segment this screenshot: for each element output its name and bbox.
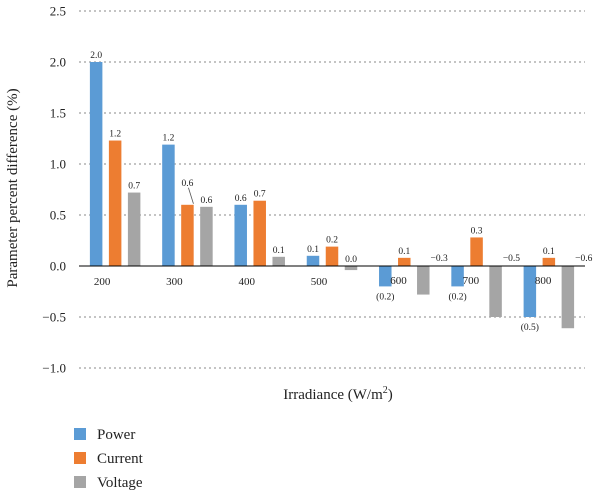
legend-label-power: Power — [97, 427, 135, 443]
bars — [89, 62, 575, 329]
y-tick-label: 1.5 — [50, 106, 66, 121]
bar-power — [523, 266, 537, 317]
bar-power — [379, 266, 392, 287]
label-leader — [188, 187, 194, 204]
x-category-label: 400 — [238, 276, 255, 288]
y-axis-ticks: 2.5 2.0 1.5 1.0 0.5 0.0 −0.5 −1.0 — [42, 4, 66, 376]
data-label: 0.2 — [326, 236, 338, 246]
data-label: 2.0 — [90, 51, 102, 61]
data-label: (0.5) — [521, 322, 539, 333]
bar-current — [470, 237, 483, 266]
bar-current — [542, 257, 556, 266]
x-axis-title-main: Irradiance (W/m — [283, 387, 383, 403]
data-label: 1.2 — [109, 130, 121, 140]
y-tick-label: 2.5 — [50, 4, 66, 19]
data-label: 0.6 — [200, 196, 212, 206]
bar-voltage — [561, 266, 575, 329]
bar-power — [89, 62, 103, 266]
legend-label-voltage: Voltage — [97, 475, 143, 491]
data-label: (0.2) — [448, 291, 466, 302]
y-tick-label: 0.0 — [50, 259, 66, 274]
bar-voltage — [489, 266, 502, 317]
data-label: −0.3 — [431, 254, 448, 264]
y-tick-label: 2.0 — [50, 55, 66, 70]
legend-swatch-voltage — [74, 476, 86, 488]
y-tick-label: −1.0 — [42, 361, 66, 376]
data-label: 0.0 — [345, 255, 357, 265]
bar-voltage — [200, 206, 213, 266]
data-label: 0.1 — [398, 247, 410, 257]
x-category-label: 200 — [94, 276, 111, 288]
data-label: 0.6 — [235, 194, 247, 204]
data-label: 0.6 — [181, 179, 193, 189]
x-axis-title: Irradiance (W/m2) — [283, 385, 393, 403]
y-axis-title: Parameter percent difference (%) — [5, 88, 21, 287]
data-label: −0.6 — [575, 254, 592, 264]
x-axis-categories: 200 300 400 500 600 700 800 — [94, 275, 552, 288]
legend: Power Current Voltage — [74, 427, 144, 491]
bar-current — [108, 140, 122, 266]
x-axis-title-superscript: 2 — [383, 385, 388, 396]
x-axis-title-end: ) — [388, 387, 393, 403]
bar-power — [234, 204, 247, 266]
grid-lines — [79, 10, 585, 369]
bar-voltage — [127, 192, 141, 266]
data-label: −0.5 — [503, 254, 520, 264]
data-label: 0.1 — [543, 247, 555, 257]
bar-voltage — [417, 266, 430, 295]
x-category-label: 600 — [390, 275, 407, 287]
data-label: 0.7 — [254, 190, 266, 200]
x-category-label: 800 — [535, 275, 552, 287]
bar-current — [253, 200, 266, 266]
data-label: 0.1 — [307, 245, 319, 255]
y-tick-label: −0.5 — [42, 310, 66, 325]
bar-current — [398, 257, 411, 266]
data-label: 1.2 — [162, 134, 174, 144]
data-label: 0.7 — [128, 182, 140, 192]
bar-voltage — [344, 266, 358, 271]
bar-current — [181, 204, 194, 266]
y-tick-label: 1.0 — [50, 157, 66, 172]
bar-voltage — [272, 256, 285, 266]
legend-swatch-power — [74, 428, 86, 440]
data-labels: 2.0 1.2 0.7 1.2 0.6 0.6 0.6 0.7 0.1 0.1 0.2 0.0 (0.2… — [90, 51, 592, 333]
bar-current — [325, 246, 339, 266]
y-tick-label: 0.5 — [50, 208, 66, 223]
data-label: 0.3 — [471, 226, 483, 236]
x-category-label: 300 — [166, 276, 183, 288]
x-category-label: 700 — [463, 275, 480, 287]
bar-power — [162, 144, 175, 266]
bar-power — [306, 255, 320, 266]
bar-power — [451, 266, 464, 287]
x-category-label: 500 — [311, 276, 328, 288]
legend-swatch-current — [74, 452, 86, 464]
data-label: (0.2) — [376, 291, 394, 302]
data-label: 0.1 — [273, 246, 285, 256]
legend-label-current: Current — [97, 451, 144, 467]
